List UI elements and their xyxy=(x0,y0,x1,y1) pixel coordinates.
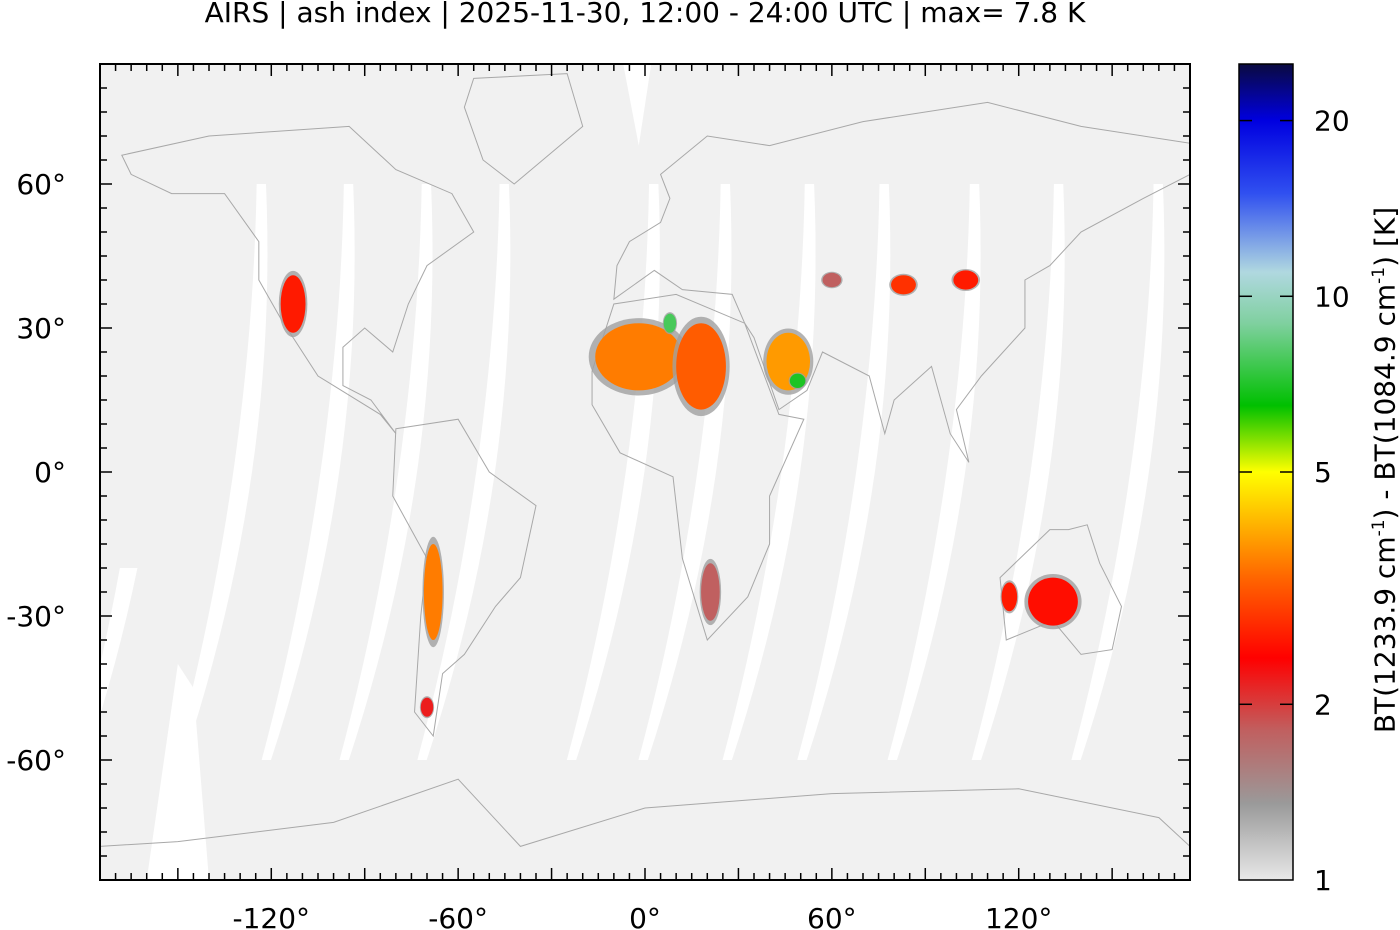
y-tick-label: 0° xyxy=(34,456,66,489)
y-tick-label: 30° xyxy=(16,312,66,345)
coastline-eurasia xyxy=(613,101,1190,463)
swath-gaps xyxy=(100,64,1165,880)
ash-region-arabia-peak xyxy=(789,373,806,388)
ash-region-central-australia xyxy=(1028,577,1078,626)
swath-gap xyxy=(638,184,732,760)
colorbar-tick-label: 5 xyxy=(1314,456,1332,489)
colorbar-tick-label: 1 xyxy=(1314,864,1332,897)
x-axis-labels: -120° -60° 0° 60° 120° xyxy=(233,902,1053,930)
ash-regions xyxy=(278,268,1082,719)
ash-region-sahara-east xyxy=(676,323,726,410)
coastlines xyxy=(100,73,1190,880)
colorbar-tick-label: 20 xyxy=(1314,105,1350,138)
ash-region-algeria-peak xyxy=(663,313,677,333)
swath-gap xyxy=(566,184,660,760)
swath-gap xyxy=(417,184,511,760)
x-tick-label: 0° xyxy=(629,902,661,930)
y-tick-label: 60° xyxy=(16,168,66,201)
x-tick-label: 60° xyxy=(807,902,857,930)
swath-gap xyxy=(100,568,138,716)
cb-label-part: ) - BT(1084.9 cm xyxy=(1368,283,1400,520)
coastline-africa xyxy=(591,293,805,641)
y-axis-labels: 60° 30° 0° -30° -60° xyxy=(6,168,66,777)
swath-gap xyxy=(887,184,981,760)
swath-gap xyxy=(623,64,652,146)
ash-region-sahara-west xyxy=(595,323,683,391)
coastline-greenland xyxy=(463,73,584,185)
y-tick-label: -60° xyxy=(6,744,66,777)
ash-region-gobi xyxy=(953,270,979,290)
ash-region-kalahari xyxy=(701,563,720,621)
ash-region-west-australia xyxy=(1001,582,1018,612)
cb-label-sup: -1 xyxy=(1369,519,1390,537)
y-tick-label: -30° xyxy=(6,600,66,633)
coastline-antarctica xyxy=(100,778,1190,880)
ash-region-taklamakan xyxy=(891,275,916,295)
cb-label-part: ) [K] xyxy=(1368,206,1400,267)
swath-gap xyxy=(339,184,433,760)
ash-region-atacama xyxy=(423,544,443,640)
colorbar-label: BT(1233.9 cm-1) - BT(1084.9 cm-1) [K] xyxy=(1369,207,1400,733)
swath-gap xyxy=(722,184,816,760)
ash-region-kazakhstan xyxy=(822,272,842,288)
colorbar-tick-label: 10 xyxy=(1314,280,1350,313)
swath-gap xyxy=(174,184,268,760)
x-tick-label: -60° xyxy=(428,902,488,930)
x-tick-label: 120° xyxy=(985,902,1052,930)
colorbar-ticks: 1 2 5 10 20 xyxy=(1239,105,1350,897)
cb-label-sup: -1 xyxy=(1369,266,1390,284)
x-tick-label: -120° xyxy=(233,902,311,930)
swath-gap xyxy=(146,664,209,880)
coastline-australia xyxy=(999,524,1123,655)
cb-label-part: BT(1233.9 cm xyxy=(1368,536,1400,734)
chart-title: AIRS | ash index | 2025-11-30, 12:00 - 2… xyxy=(204,0,1086,29)
swath-gap xyxy=(1071,184,1165,760)
ash-region-patagonia xyxy=(420,697,434,717)
colorbar-tick-label: 2 xyxy=(1314,688,1332,721)
swath-gap xyxy=(261,184,355,760)
axis-ticks xyxy=(100,64,1190,880)
swath-gap xyxy=(971,184,1065,760)
swath-gap xyxy=(797,184,891,760)
coastline-north-america xyxy=(121,125,475,434)
ash-region-western-us xyxy=(280,275,306,333)
